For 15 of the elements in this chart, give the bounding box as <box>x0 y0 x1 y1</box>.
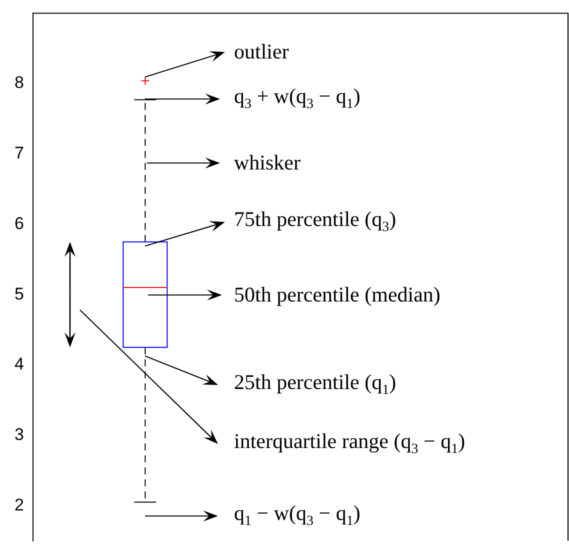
annotation: 25th percentile (q$_{1}$) <box>234 370 396 398</box>
y-tick-label: 6 <box>14 214 24 233</box>
y-tick-label: 4 <box>14 354 24 374</box>
annotation: interquartile range (q$_{3}$ − q$_{1}$) <box>234 428 466 458</box>
annotation: q$_{3}$ + w(q$_{3}$ − q$_{1}$) <box>234 84 360 112</box>
annotation: 50th percentile (median) <box>234 282 440 306</box>
annotation: q$_{1}$ − w(q$_{3}$ − q$_{1}$) <box>234 500 360 530</box>
y-tick-label: 8 <box>14 73 24 92</box>
y-tick-label: 2 <box>14 495 24 514</box>
annotation: 75th percentile (q$_{3}$) <box>234 206 396 236</box>
annotation: whisker <box>234 150 300 174</box>
y-tick-label: 7 <box>14 144 24 163</box>
y-tick-label: 5 <box>14 284 24 304</box>
y-tick-label: 3 <box>14 424 24 444</box>
annotation: outlier <box>234 40 289 64</box>
